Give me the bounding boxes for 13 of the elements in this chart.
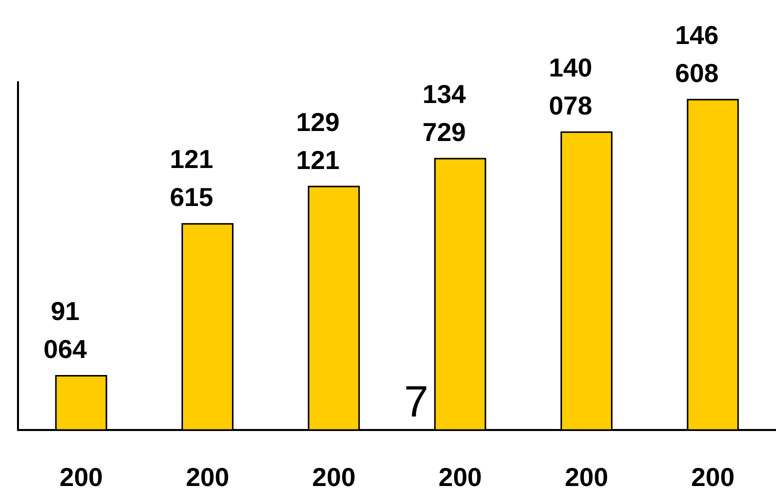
data-label: 146 608 (675, 20, 719, 88)
x-tick-label: 200 (438, 462, 482, 492)
x-tick-label: 200 (564, 462, 608, 492)
data-label: 140 078 (548, 52, 592, 120)
x-tick-label: 200 (59, 462, 103, 492)
annotation: 7 (404, 378, 428, 426)
data-label: 121 615 (170, 144, 214, 212)
x-tick-label: 200 (186, 462, 230, 492)
data-label: 91 064 (43, 296, 88, 364)
data-label: 129 121 (296, 106, 340, 175)
x-tick-label: 200 (691, 462, 735, 492)
data-label: 134 729 (422, 78, 466, 147)
x-tick-label: 200 (312, 462, 356, 492)
